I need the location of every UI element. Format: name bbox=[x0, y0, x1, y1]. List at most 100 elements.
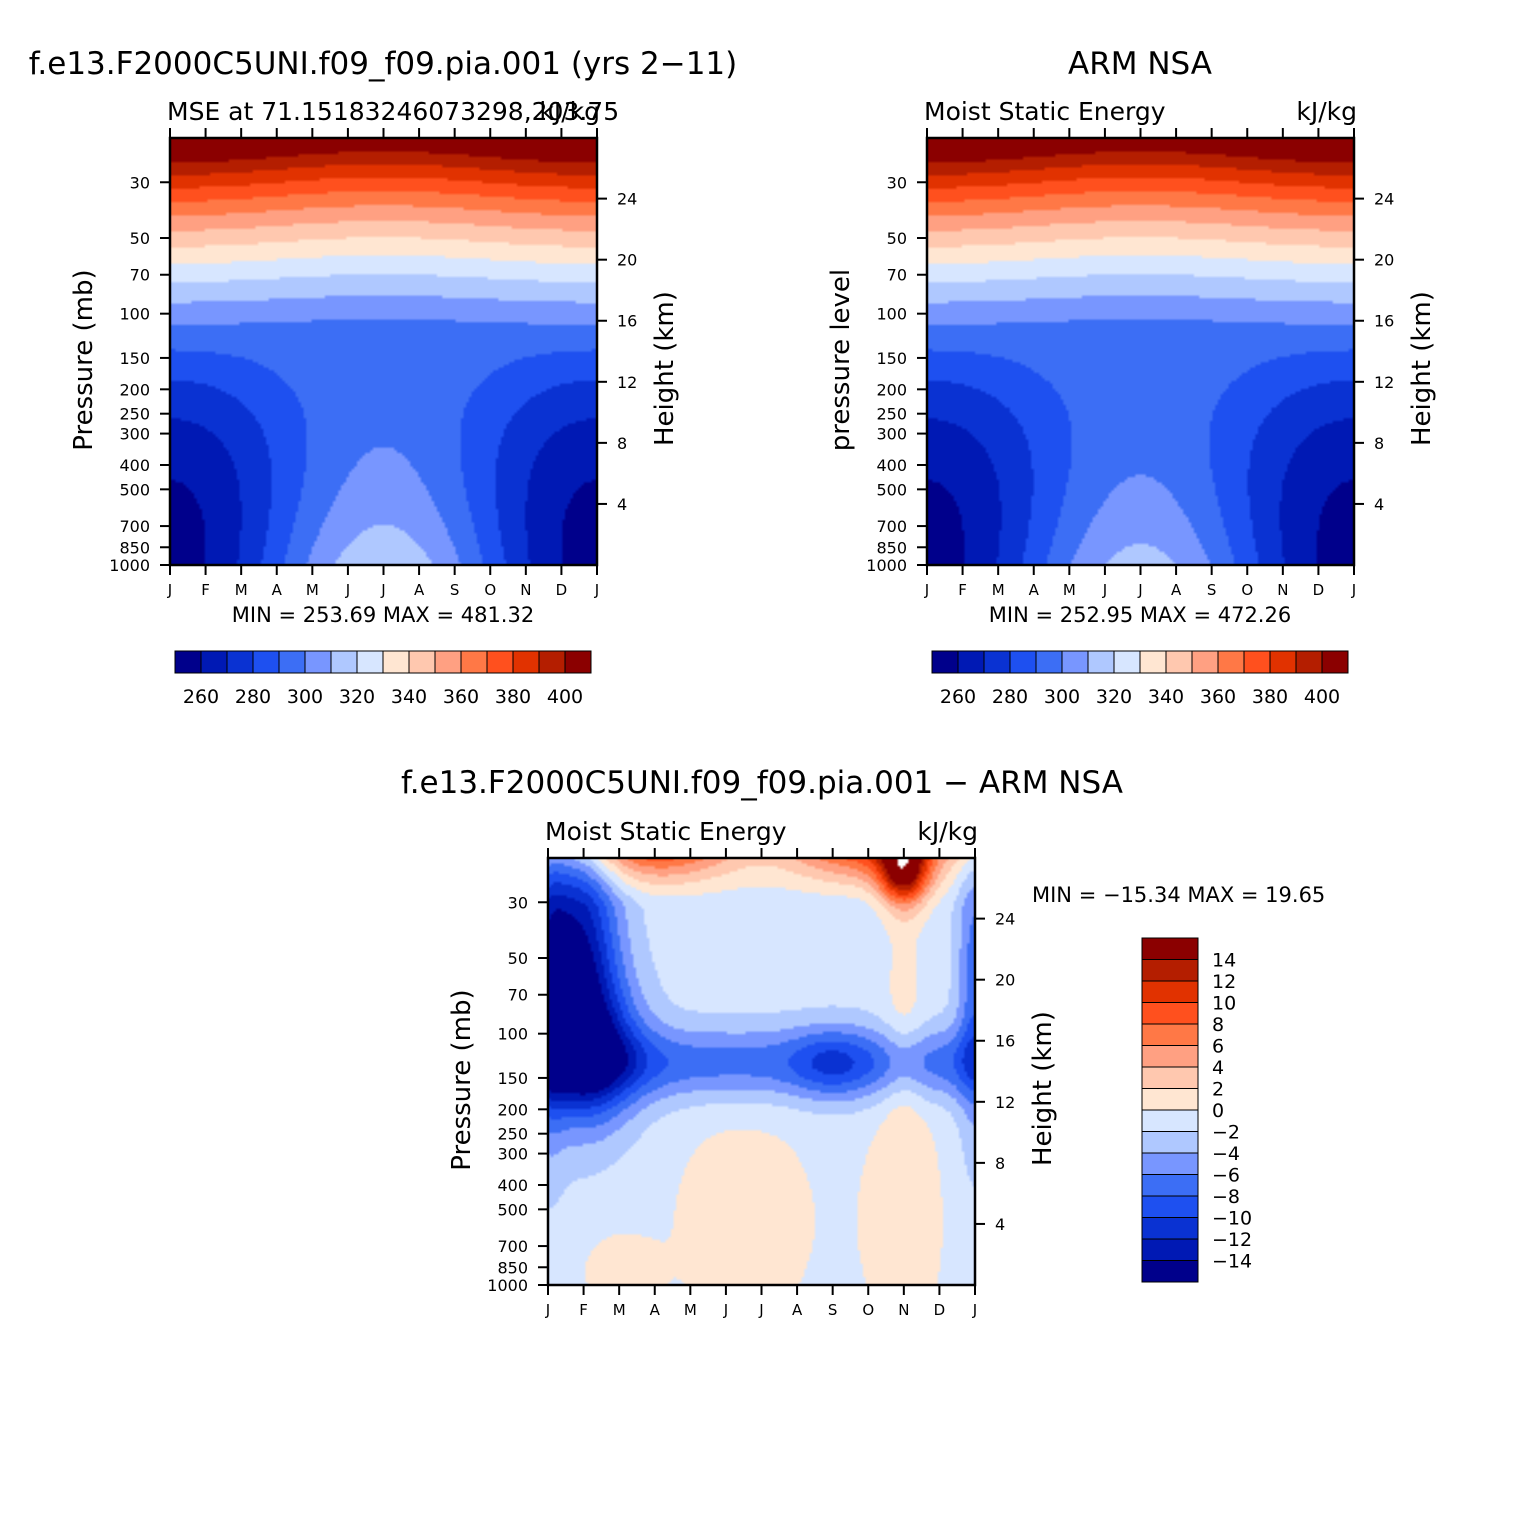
contour-field bbox=[548, 858, 975, 1285]
x-tick-label: J bbox=[758, 1301, 763, 1319]
colorbar-tick-label: 360 bbox=[1200, 686, 1236, 708]
height-tick-label: 12 bbox=[995, 1093, 1015, 1112]
y-tick-label: 100 bbox=[876, 305, 907, 324]
x-tick-label: J bbox=[167, 581, 172, 599]
colorbar-tick-label: 260 bbox=[940, 686, 976, 708]
height-tick-label: 24 bbox=[1374, 190, 1394, 209]
y-tick-label: 850 bbox=[497, 1258, 528, 1277]
x-tick-label: M bbox=[684, 1301, 697, 1319]
colorbar: 260 280 300 320 340 360 380 400 bbox=[174, 650, 592, 708]
min-max-label: MIN = 253.69 MAX = 481.32 bbox=[232, 603, 534, 627]
colorbar-tick-label: 14 bbox=[1212, 950, 1236, 972]
y-tick-label: 500 bbox=[497, 1200, 528, 1219]
y-tick-label: 30 bbox=[887, 173, 907, 192]
y-tick-label: 70 bbox=[887, 266, 907, 285]
x-tick-label: N bbox=[520, 581, 531, 599]
colorbar-tick-label: −2 bbox=[1212, 1122, 1240, 1144]
y-tick-label: 850 bbox=[119, 538, 150, 557]
colorbar-box bbox=[1141, 1045, 1199, 1068]
colorbar-box bbox=[278, 650, 306, 674]
colorbar-tick-label: 2 bbox=[1212, 1079, 1224, 1101]
colorbar-tick-label: 400 bbox=[547, 686, 583, 708]
x-tick-label: J bbox=[723, 1301, 728, 1319]
min-max-label: MIN = 252.95 MAX = 472.26 bbox=[989, 603, 1291, 627]
colorbar-box bbox=[1061, 650, 1089, 674]
x-tick-label: O bbox=[1241, 581, 1253, 599]
colorbar-box bbox=[382, 650, 410, 674]
colorbar-box bbox=[1141, 1023, 1199, 1046]
colorbar-box bbox=[1141, 1152, 1199, 1175]
colorbar-tick-label: −12 bbox=[1212, 1229, 1252, 1251]
colorbar-box bbox=[564, 650, 592, 674]
height-tick-label: 4 bbox=[617, 495, 627, 514]
y-tick-label: 50 bbox=[508, 949, 528, 968]
x-tick-label: A bbox=[1171, 581, 1182, 599]
units-label: kJ/kg bbox=[1296, 97, 1357, 126]
chart-title: ARM NSA bbox=[1068, 46, 1212, 82]
height-tick-label: 16 bbox=[995, 1032, 1015, 1051]
y-tick-label: 250 bbox=[876, 405, 907, 424]
y-tick-label: 150 bbox=[119, 349, 150, 368]
colorbar-box bbox=[931, 650, 959, 674]
y-tick-label: 100 bbox=[497, 1025, 528, 1044]
x-tick-label: S bbox=[450, 581, 460, 599]
colorbar-tick-label: 380 bbox=[495, 686, 531, 708]
colorbar-tick-label: 280 bbox=[235, 686, 271, 708]
x-tick-label: N bbox=[1277, 581, 1288, 599]
height-tick-label: 8 bbox=[995, 1154, 1005, 1173]
x-tick-label: D bbox=[1313, 581, 1325, 599]
colorbar-tick-label: −4 bbox=[1212, 1143, 1240, 1165]
colorbar-box bbox=[1139, 650, 1167, 674]
x-tick-label: J bbox=[1351, 581, 1356, 599]
height-tick-label: 20 bbox=[617, 251, 637, 270]
y-tick-label: 150 bbox=[497, 1069, 528, 1088]
colorbar-tick-label: 0 bbox=[1212, 1100, 1224, 1122]
colorbar-tick-label: 400 bbox=[1304, 686, 1340, 708]
x-tick-label: O bbox=[862, 1301, 874, 1319]
colorbar-box bbox=[330, 650, 358, 674]
y-tick-label: 400 bbox=[876, 456, 907, 475]
x-tick-label: O bbox=[484, 581, 496, 599]
colorbar-box bbox=[1321, 650, 1349, 674]
y-tick-label: 100 bbox=[119, 305, 150, 324]
y-tick-label: 50 bbox=[130, 229, 150, 248]
x-tick-label: J bbox=[924, 581, 929, 599]
y-tick-label: 300 bbox=[876, 425, 907, 444]
x-tick-label: M bbox=[306, 581, 319, 599]
colorbar-box bbox=[1141, 1195, 1199, 1218]
colorbar-tick-label: −8 bbox=[1212, 1186, 1240, 1208]
colorbar-box bbox=[1141, 1002, 1199, 1025]
colorbar-box bbox=[957, 650, 985, 674]
colorbar-box bbox=[200, 650, 228, 674]
y-axis-label: pressure level bbox=[826, 269, 856, 451]
x-tick-label: A bbox=[272, 581, 283, 599]
colorbar-tick-label: −14 bbox=[1212, 1251, 1252, 1273]
colorbar-box bbox=[1141, 1260, 1199, 1283]
colorbar-box bbox=[1165, 650, 1193, 674]
colorbar-box bbox=[1141, 1109, 1199, 1132]
colorbar-tick-label: 320 bbox=[1096, 686, 1132, 708]
y-axis-label-right: Height (km) bbox=[1028, 1011, 1058, 1166]
chart-subtitle: MSE at 71.15183246073298,203.75 bbox=[167, 97, 619, 126]
colorbar-tick-label: 4 bbox=[1212, 1057, 1224, 1079]
x-tick-label: F bbox=[579, 1301, 588, 1319]
x-tick-label: M bbox=[235, 581, 248, 599]
y-tick-label: 200 bbox=[876, 380, 907, 399]
x-tick-label: A bbox=[1029, 581, 1040, 599]
y-tick-label: 150 bbox=[876, 349, 907, 368]
colorbar-box bbox=[486, 650, 514, 674]
colorbar-box bbox=[434, 650, 462, 674]
y-tick-label: 700 bbox=[119, 517, 150, 536]
y-tick-label: 700 bbox=[876, 517, 907, 536]
panel-3: J F M A M J J A S O N D J305070100150200250300400500… bbox=[401, 765, 1325, 1319]
panel-2: J F M A M J J A S O N D J305070100150200250300400500… bbox=[826, 46, 1437, 708]
x-tick-label: A bbox=[792, 1301, 803, 1319]
colorbar-box bbox=[1141, 937, 1199, 960]
y-tick-label: 50 bbox=[887, 229, 907, 248]
colorbar-box bbox=[1191, 650, 1219, 674]
height-tick-label: 8 bbox=[1374, 434, 1384, 453]
colorbar: 260 280 300 320 340 360 380 400 bbox=[931, 650, 1349, 708]
colorbar-tick-label: 260 bbox=[183, 686, 219, 708]
